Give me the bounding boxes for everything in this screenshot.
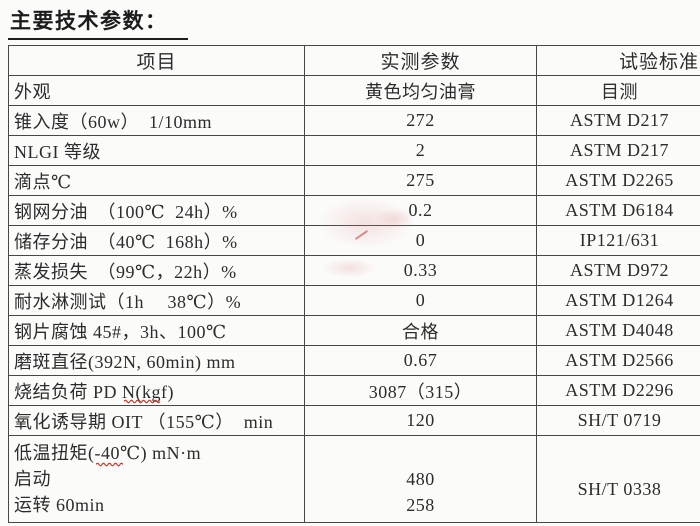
table-row: 钢片腐蚀 45#，3h、100℃ 合格 ASTM D4048 [8, 315, 700, 346]
table-row: 锥入度（60w） 1/10mm 272 ASTM D217 [8, 105, 700, 136]
cell-item: 储存分油 （40℃ 168h）% [8, 225, 305, 256]
table-row: 耐水淋测试（1h 38℃）% 0 ASTM D1264 [8, 285, 700, 316]
cell-standard: ASTM D972 [536, 255, 700, 286]
cell-standard: ASTM D4048 [536, 315, 700, 346]
cell-item: 钢网分油 （100℃ 24h）% [8, 195, 305, 226]
cell-value: 黄色均匀油膏 [304, 75, 537, 106]
cell-item: 蒸发损失 （99℃，22h）% [8, 255, 305, 286]
cell-item: 磨斑直径(392N, 60min) mm [8, 345, 305, 376]
cell-value: 480 258 [304, 435, 537, 523]
cell-value: 合格 [304, 315, 537, 346]
table-row: 滴点℃ 275 ASTM D2265 [8, 165, 700, 196]
cell-standard: ASTM D217 [536, 105, 700, 136]
cell-standard: 目测 [536, 75, 700, 106]
page-title: 主要技术参数： [8, 5, 188, 40]
table-row: 磨斑直径(392N, 60min) mm 0.67 ASTM D2566 [8, 345, 700, 376]
cell-standard: ASTM D217 [536, 135, 700, 166]
cell-line [306, 440, 536, 466]
cell-item: 氧化诱导期 OIT （155℃） min [8, 405, 305, 436]
cell-item: NLGI 等级 [8, 135, 305, 166]
cell-standard: SH/T 0338 [536, 435, 700, 523]
cell-value: 0 [304, 285, 537, 316]
cell-value: 0.67 [304, 345, 537, 376]
cell-standard: ASTM D2296 [536, 375, 700, 406]
cell-line: 258 [406, 495, 435, 515]
cell-line: 运转 60min [14, 495, 105, 515]
column-header-measured: 实测参数 [304, 45, 537, 76]
cell-standard: ASTM D1264 [536, 285, 700, 316]
table-row: 钢网分油 （100℃ 24h）% 0.2 ASTM D6184 [8, 195, 700, 226]
cell-value: 0.2 [304, 195, 537, 226]
cell-line: 480 [406, 469, 435, 489]
cell-value: 3087（315） [304, 375, 537, 406]
table-body: 外观 黄色均匀油膏 目测 锥入度（60w） 1/10mm 272 ASTM D217 NLG… [8, 75, 700, 523]
cell-value: 275 [304, 165, 537, 196]
table-row: 氧化诱导期 OIT （155℃） min 120 SH/T 0719 [8, 405, 700, 436]
cell-line: 低温扭矩(-40℃) mN·m [14, 443, 202, 463]
table-row: 蒸发损失 （99℃，22h）% 0.33 ASTM D972 [8, 255, 700, 286]
column-header-item: 项目 [8, 45, 305, 76]
cell-item: 烧结负荷 PD N(kgf) [8, 375, 305, 406]
header-row: 项目 实测参数 试验标准 [8, 45, 700, 76]
cell-standard: ASTM D6184 [536, 195, 700, 226]
cell-line: 启动 [14, 469, 51, 489]
cell-value: 2 [304, 135, 537, 166]
table-row: 外观 黄色均匀油膏 目测 [8, 75, 700, 106]
cell-item: 低温扭矩(-40℃) mN·m 启动运转 60min [8, 435, 305, 523]
cell-value: 272 [304, 105, 537, 136]
cell-value: 120 [304, 405, 537, 436]
table-row: 烧结负荷 PD N(kgf) 3087（315） ASTM D2296 [8, 375, 700, 406]
parameters-table: 项目 实测参数 试验标准 外观 黄色均匀油膏 目测 锥入度（60w） 1/10mm 27… [8, 45, 700, 523]
table-header: 项目 实测参数 试验标准 [8, 45, 700, 76]
table-row: 储存分油 （40℃ 168h）% 0 IP121/631 [8, 225, 700, 256]
column-header-standard: 试验标准 [536, 45, 700, 76]
table-row: NLGI 等级 2 ASTM D217 [8, 135, 700, 166]
cell-item: 钢片腐蚀 45#，3h、100℃ [8, 315, 305, 346]
table-row: 低温扭矩(-40℃) mN·m 启动 运转 60min 480 258 SH/T 033… [8, 435, 700, 523]
cell-standard: SH/T 0719 [536, 405, 700, 436]
cell-item: 外观 [8, 75, 305, 106]
cell-value: 0 [304, 225, 537, 256]
cell-standard: IP121/631 [536, 225, 700, 256]
cell-item: 锥入度（60w） 1/10mm [8, 105, 305, 136]
cell-standard: ASTM D2265 [536, 165, 700, 196]
cell-item: 耐水淋测试（1h 38℃）% [8, 285, 305, 316]
cell-item: 滴点℃ [8, 165, 305, 196]
cell-value: 0.33 [304, 255, 537, 286]
cell-standard: ASTM D2566 [536, 345, 700, 376]
